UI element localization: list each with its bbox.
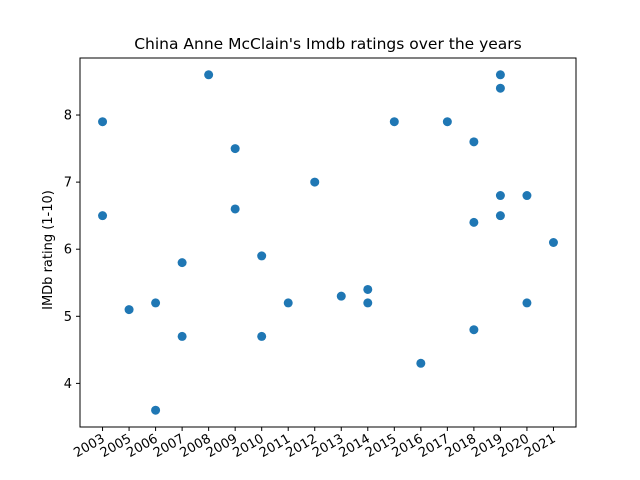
y-tick-label: 5: [64, 310, 72, 325]
data-points: [98, 70, 558, 415]
y-tick-label: 8: [64, 109, 72, 124]
data-point: [230, 144, 240, 154]
data-point: [522, 191, 532, 201]
y-tick-label: 4: [64, 377, 72, 392]
data-point: [151, 405, 161, 415]
data-point: [363, 298, 373, 308]
data-point: [177, 331, 187, 341]
data-point: [389, 117, 399, 127]
y-tick-label: 6: [64, 243, 72, 258]
data-point: [257, 251, 267, 261]
data-point: [469, 217, 479, 227]
data-point: [495, 191, 505, 201]
data-point: [522, 298, 532, 308]
y-tick-label: 7: [64, 176, 72, 191]
data-point: [416, 358, 426, 368]
data-point: [310, 177, 320, 187]
data-point: [469, 325, 479, 335]
data-point: [124, 305, 134, 315]
data-point: [495, 70, 505, 80]
data-point: [98, 117, 108, 127]
data-point: [363, 284, 373, 294]
data-point: [257, 331, 267, 341]
data-point: [98, 211, 108, 221]
data-point: [230, 204, 240, 214]
data-point: [336, 291, 346, 301]
data-point: [495, 211, 505, 221]
data-point: [548, 238, 558, 247]
x-axis: 2003200520062007200820092010201120122013…: [71, 427, 558, 461]
data-point: [442, 117, 452, 127]
x-tick-label: 2021: [522, 431, 558, 461]
plot-frame: [79, 57, 577, 428]
data-point: [495, 83, 505, 93]
data-point: [469, 137, 479, 147]
data-point: [151, 298, 161, 308]
y-axis: 4 5 6 7 8: [64, 109, 80, 392]
data-point: [283, 298, 293, 308]
data-point: [204, 70, 214, 80]
y-axis-label: IMDb rating (1-10): [41, 190, 56, 310]
chart-title: China Anne McClain's Imdb ratings over t…: [134, 35, 522, 53]
data-point: [177, 258, 187, 268]
